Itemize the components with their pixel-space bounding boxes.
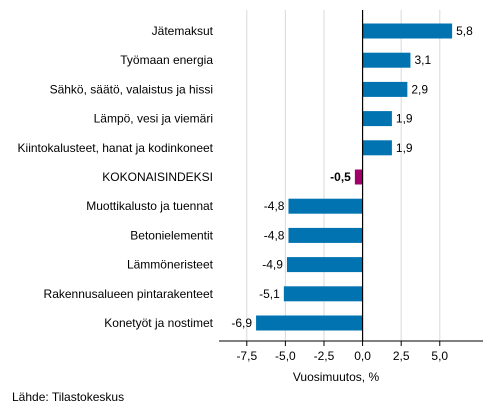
value-label-0: 5,8 [456,24,473,38]
value-label-6: -4,8 [264,199,285,213]
bar-3 [362,111,392,127]
bar-7 [288,227,363,243]
category-label-9: Rakennusalueen pintarakenteet [44,287,214,301]
category-label-1: Työmaan energia [120,53,213,67]
axes [219,10,483,346]
value-label-9: -5,1 [259,287,280,301]
category-label-4: Kiintokalusteet, hanat ja kodinkoneet [18,141,214,155]
category-label-10: Konetyöt ja nostimet [104,316,213,330]
x-tick-label-1: -5,0 [275,349,296,363]
category-label-5: KOKONAISINDEKSI [102,170,213,184]
bar-5 [354,169,363,185]
bar-9 [283,286,363,302]
bar-1 [362,52,411,68]
x-tick-label-4: 2,5 [393,349,410,363]
category-label-0: Jätemaksut [152,24,214,38]
bar-0 [362,23,453,39]
x-tick-label-2: -2,5 [314,349,335,363]
value-label-4: 1,9 [396,141,413,155]
bars [256,23,453,331]
value-label-2: 2,9 [411,82,428,96]
x-tick-label-5: 5,0 [431,349,448,363]
value-label-3: 1,9 [396,112,413,126]
value-label-5: -0,5 [330,170,351,184]
bar-4 [362,140,392,156]
value-label-8: -4,9 [262,258,283,272]
source-note: Lähde: Tilastokeskus [12,390,125,404]
x-axis-title: Vuosimuutos, % [293,370,380,384]
labels: -7,5 -5,0 -2,5 0,0 2,5 5,0 Vuosimuutos, % Jätem… [18,24,474,384]
value-label-1: 3,1 [414,53,431,67]
category-label-3: Lämpö, vesi ja viemäri [94,112,213,126]
category-label-2: Sähkö, säätö, valaistus ja hissi [50,82,213,96]
value-label-10: -6,9 [231,316,252,330]
x-tick-label-0: -7,5 [236,349,257,363]
bar-6 [288,198,363,214]
bar-10 [256,315,363,331]
bar-8 [286,257,363,273]
x-tick-label-3: 0,0 [354,349,371,363]
category-label-8: Lämmöneristeet [127,258,214,272]
category-label-6: Muottikalusto ja tuennat [86,199,213,213]
value-label-7: -4,8 [264,228,285,242]
bar-2 [362,81,408,97]
category-label-7: Betonielementit [130,228,213,242]
